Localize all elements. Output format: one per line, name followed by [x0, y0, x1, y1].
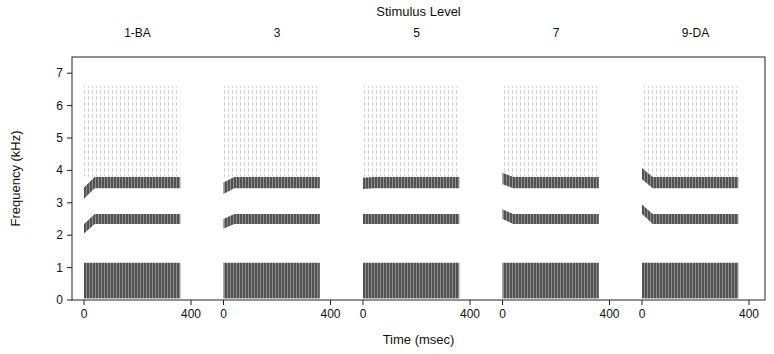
x-tick-label: 0 [360, 307, 367, 321]
x-tick-label: 400 [181, 307, 201, 321]
y-tick [67, 138, 72, 139]
x-tick-label: 400 [320, 307, 340, 321]
f3-band [503, 173, 599, 188]
y-axis-title: Frequency (kHz) [8, 130, 23, 226]
panel-label: 9-DA [682, 26, 709, 40]
x-tick-label: 0 [220, 307, 227, 321]
f1-band [503, 263, 599, 299]
noise-band [363, 86, 459, 177]
f3-band [642, 168, 738, 188]
y-tick-label: 0 [56, 293, 63, 307]
f3-band [363, 177, 459, 189]
f1-band [84, 263, 180, 299]
f3-band [224, 177, 320, 194]
y-tick-label: 4 [56, 163, 63, 177]
y-tick-label: 6 [56, 99, 63, 113]
noise-band [503, 86, 599, 177]
x-tick [470, 300, 471, 305]
x-tick [330, 300, 331, 305]
f1-band [642, 263, 738, 299]
x-tick [191, 300, 192, 305]
f2-band [642, 204, 738, 224]
y-tick [67, 267, 72, 268]
spectrogram [84, 86, 738, 298]
x-tick [642, 300, 643, 305]
f3-band [84, 177, 180, 199]
x-tick [502, 300, 503, 305]
x-axis-title: Time (msec) [383, 332, 455, 347]
y-tick [67, 300, 72, 301]
y-tick-label: 1 [56, 261, 63, 275]
y-tick [67, 105, 72, 106]
noise-band [224, 86, 320, 177]
x-tick [223, 300, 224, 305]
f1-band [363, 263, 459, 299]
x-tick [749, 300, 750, 305]
y-tick [67, 202, 72, 203]
panel-label: 5 [413, 26, 420, 40]
panel-label: 7 [553, 26, 560, 40]
y-tick [67, 170, 72, 171]
f2-band [84, 214, 180, 234]
x-tick-label: 400 [599, 307, 619, 321]
y-tick-label: 2 [56, 228, 63, 242]
y-tick-label: 7 [56, 66, 63, 80]
x-tick-label: 400 [460, 307, 480, 321]
noise-band [642, 86, 738, 177]
x-tick [363, 300, 364, 305]
y-tick-label: 3 [56, 196, 63, 210]
title: Stimulus Level [376, 4, 461, 19]
x-tick-label: 400 [739, 307, 759, 321]
x-tick-label: 0 [81, 307, 88, 321]
y-tick-label: 5 [56, 131, 63, 145]
chart: Stimulus LevelFrequency (kHz)1-BA0400304… [0, 0, 774, 354]
y-tick [67, 235, 72, 236]
panel-label: 3 [274, 26, 281, 40]
panel-label: 1-BA [124, 26, 151, 40]
noise-band [84, 86, 180, 177]
f2-band [224, 214, 320, 229]
plot-frame [72, 57, 765, 300]
x-tick-label: 0 [499, 307, 506, 321]
f1-band [224, 263, 320, 299]
f2-band [363, 214, 459, 224]
x-tick [84, 300, 85, 305]
f2-band [503, 209, 599, 224]
x-tick-label: 0 [639, 307, 646, 321]
y-tick [67, 73, 72, 74]
x-tick [609, 300, 610, 305]
